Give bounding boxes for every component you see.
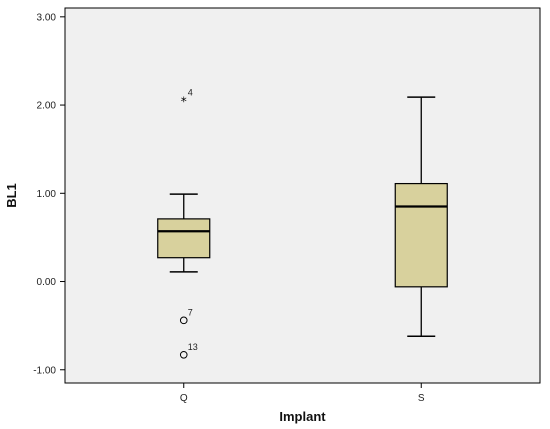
- extreme-outlier-marker: *: [181, 95, 187, 109]
- y-tick-label: 2.00: [37, 101, 57, 112]
- y-tick-label: -1.00: [33, 365, 56, 376]
- x-axis-title: Implant: [279, 409, 326, 424]
- box-group: *4 7 13: [157, 88, 211, 359]
- outlier-marker: [179, 316, 188, 325]
- plot-area: [64, 7, 541, 384]
- y-tick-label: 0.00: [37, 277, 57, 288]
- outlier-label: 7: [188, 307, 193, 317]
- box-iqr: [157, 218, 211, 259]
- box-iqr: [394, 182, 448, 288]
- outlier-marker: [179, 350, 188, 359]
- x-tick-label: Q: [180, 393, 188, 404]
- x-tick-label: S: [418, 393, 425, 404]
- outlier-label: 4: [188, 88, 193, 98]
- outlier-label: 13: [188, 342, 198, 352]
- y-axis: -1.00 0.00 1.00 2.00 3.00: [33, 12, 65, 376]
- y-axis-title: BL1: [4, 183, 19, 208]
- y-tick-label: 3.00: [37, 12, 57, 23]
- y-tick-label: 1.00: [37, 189, 57, 200]
- box-group: [394, 96, 448, 337]
- boxes-layer: *4 7 13: [157, 88, 448, 359]
